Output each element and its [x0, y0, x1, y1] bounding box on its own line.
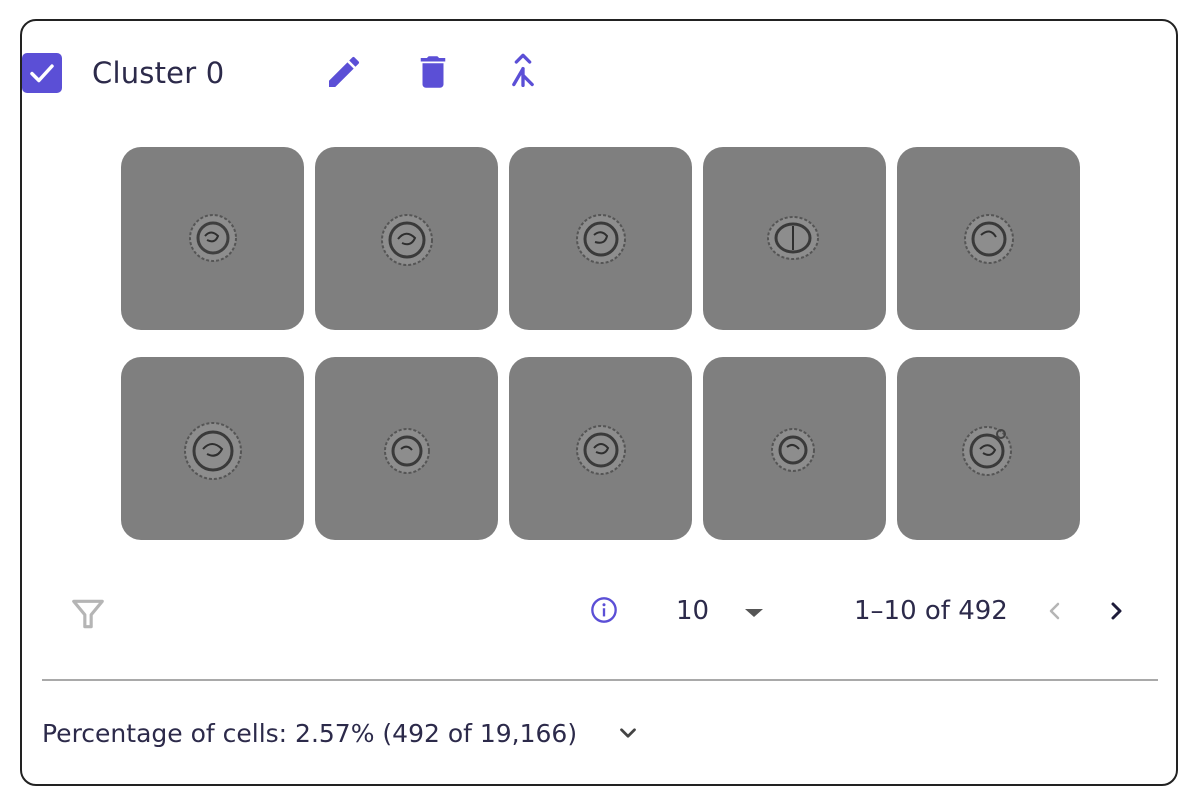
delete-cluster-button[interactable] [411, 50, 455, 94]
cell-image-tile[interactable] [897, 147, 1080, 330]
chevron-left-icon [1049, 602, 1060, 620]
filter-button[interactable] [68, 594, 108, 634]
cell-image-tile[interactable] [703, 357, 886, 540]
percentage-of-cells-text: Percentage of cells: 2.57% (492 of 19,16… [42, 718, 578, 748]
merge-cluster-button[interactable] [501, 50, 545, 94]
pagination-range: 1–10 of 492 [854, 596, 1008, 626]
previous-page-button[interactable] [1040, 596, 1070, 626]
checkmark-icon [30, 64, 54, 83]
info-icon [591, 597, 617, 623]
cell-image-tile[interactable] [121, 147, 304, 330]
cell-image-tile[interactable] [509, 147, 692, 330]
cell-image [189, 214, 237, 262]
page-size-value: 10 [676, 596, 710, 626]
chevron-down-icon [620, 728, 636, 738]
cell-image-tile[interactable] [121, 357, 304, 540]
cell-image [576, 214, 626, 264]
divider [42, 679, 1158, 681]
cell-image [184, 422, 242, 480]
cell-image-grid [121, 147, 1080, 540]
cell-image-tile[interactable] [897, 357, 1080, 540]
delete-icon [420, 56, 446, 88]
filter-icon [72, 599, 104, 629]
cell-image-tile[interactable] [703, 147, 886, 330]
merge-icon [512, 53, 534, 88]
info-button[interactable] [588, 594, 620, 626]
cell-image [381, 214, 433, 266]
page-size-select[interactable]: 10 [676, 594, 765, 628]
edit-icon [329, 56, 360, 87]
cell-image [576, 425, 626, 475]
next-page-button[interactable] [1101, 596, 1131, 626]
cell-image [767, 216, 819, 260]
expand-stats-button[interactable] [613, 718, 643, 748]
cell-image [962, 426, 1012, 476]
cell-image-tile[interactable] [509, 357, 692, 540]
cluster-header: Cluster 0 [22, 52, 224, 94]
cluster-title: Cluster 0 [92, 56, 225, 90]
cluster-select-checkbox[interactable] [22, 53, 62, 93]
cell-image [964, 214, 1014, 264]
cell-image-tile[interactable] [315, 357, 498, 540]
caret-down-icon [745, 609, 764, 617]
chevron-right-icon [1111, 602, 1122, 620]
edit-cluster-button[interactable] [322, 50, 366, 94]
cell-image-tile[interactable] [315, 147, 498, 330]
cluster-stats-footer: Percentage of cells: 2.57% (492 of 19,16… [42, 714, 643, 752]
cell-image [384, 428, 430, 474]
cell-image [771, 428, 815, 472]
